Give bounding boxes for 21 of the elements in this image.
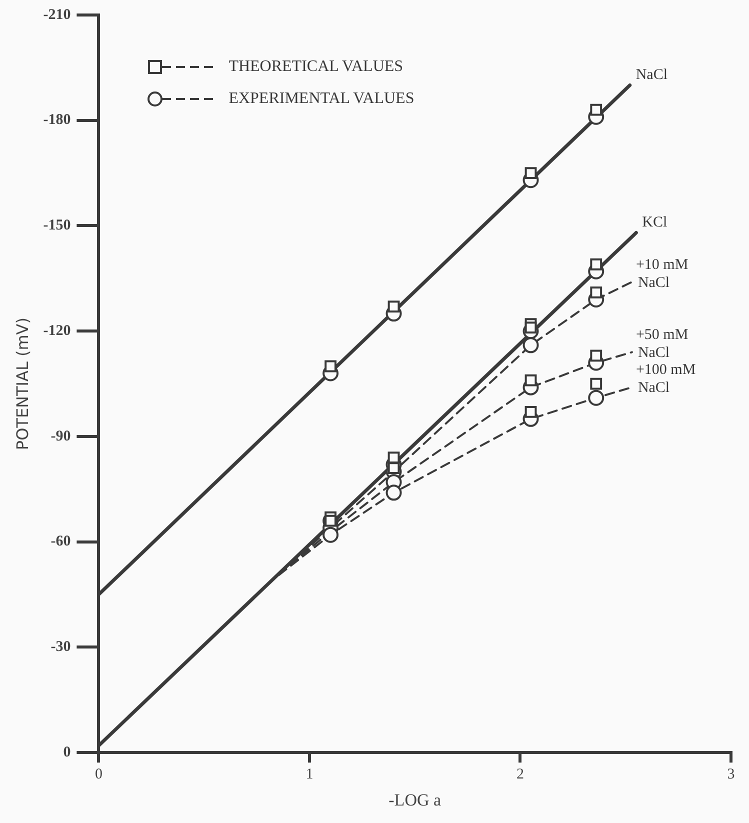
series-label: NaCl	[636, 67, 668, 84]
x-tick-label: 1	[306, 766, 314, 783]
x-axis-title: -LOG a	[388, 790, 442, 810]
y-axis-title: POTENTIAL (mV)	[12, 318, 32, 450]
x-tick-label: 2	[516, 766, 524, 783]
series-label: +10 mM NaCl	[636, 256, 688, 291]
series-label: +50 mM NaCl	[636, 327, 688, 362]
legend-label: EXPERIMENTAL VALUES	[228, 89, 414, 109]
x-tick-label: 0	[94, 766, 102, 783]
legend-label: THEORETICAL VALUES	[228, 57, 404, 77]
y-tick-label: -30	[50, 639, 71, 656]
series-label: KCl	[642, 214, 668, 231]
series-label: +100 mM NaCl	[636, 362, 696, 396]
y-tick-label: -60	[50, 534, 71, 550]
y-tick-label: -210	[43, 6, 71, 23]
y-tick-label: 0	[63, 744, 71, 760]
y-tick-label: -150	[43, 218, 71, 234]
x-tick-label: 3	[727, 766, 735, 783]
y-tick-label: -90	[50, 428, 71, 444]
y-tick-label: -180	[43, 112, 71, 128]
y-tick-label: -120	[43, 322, 71, 339]
